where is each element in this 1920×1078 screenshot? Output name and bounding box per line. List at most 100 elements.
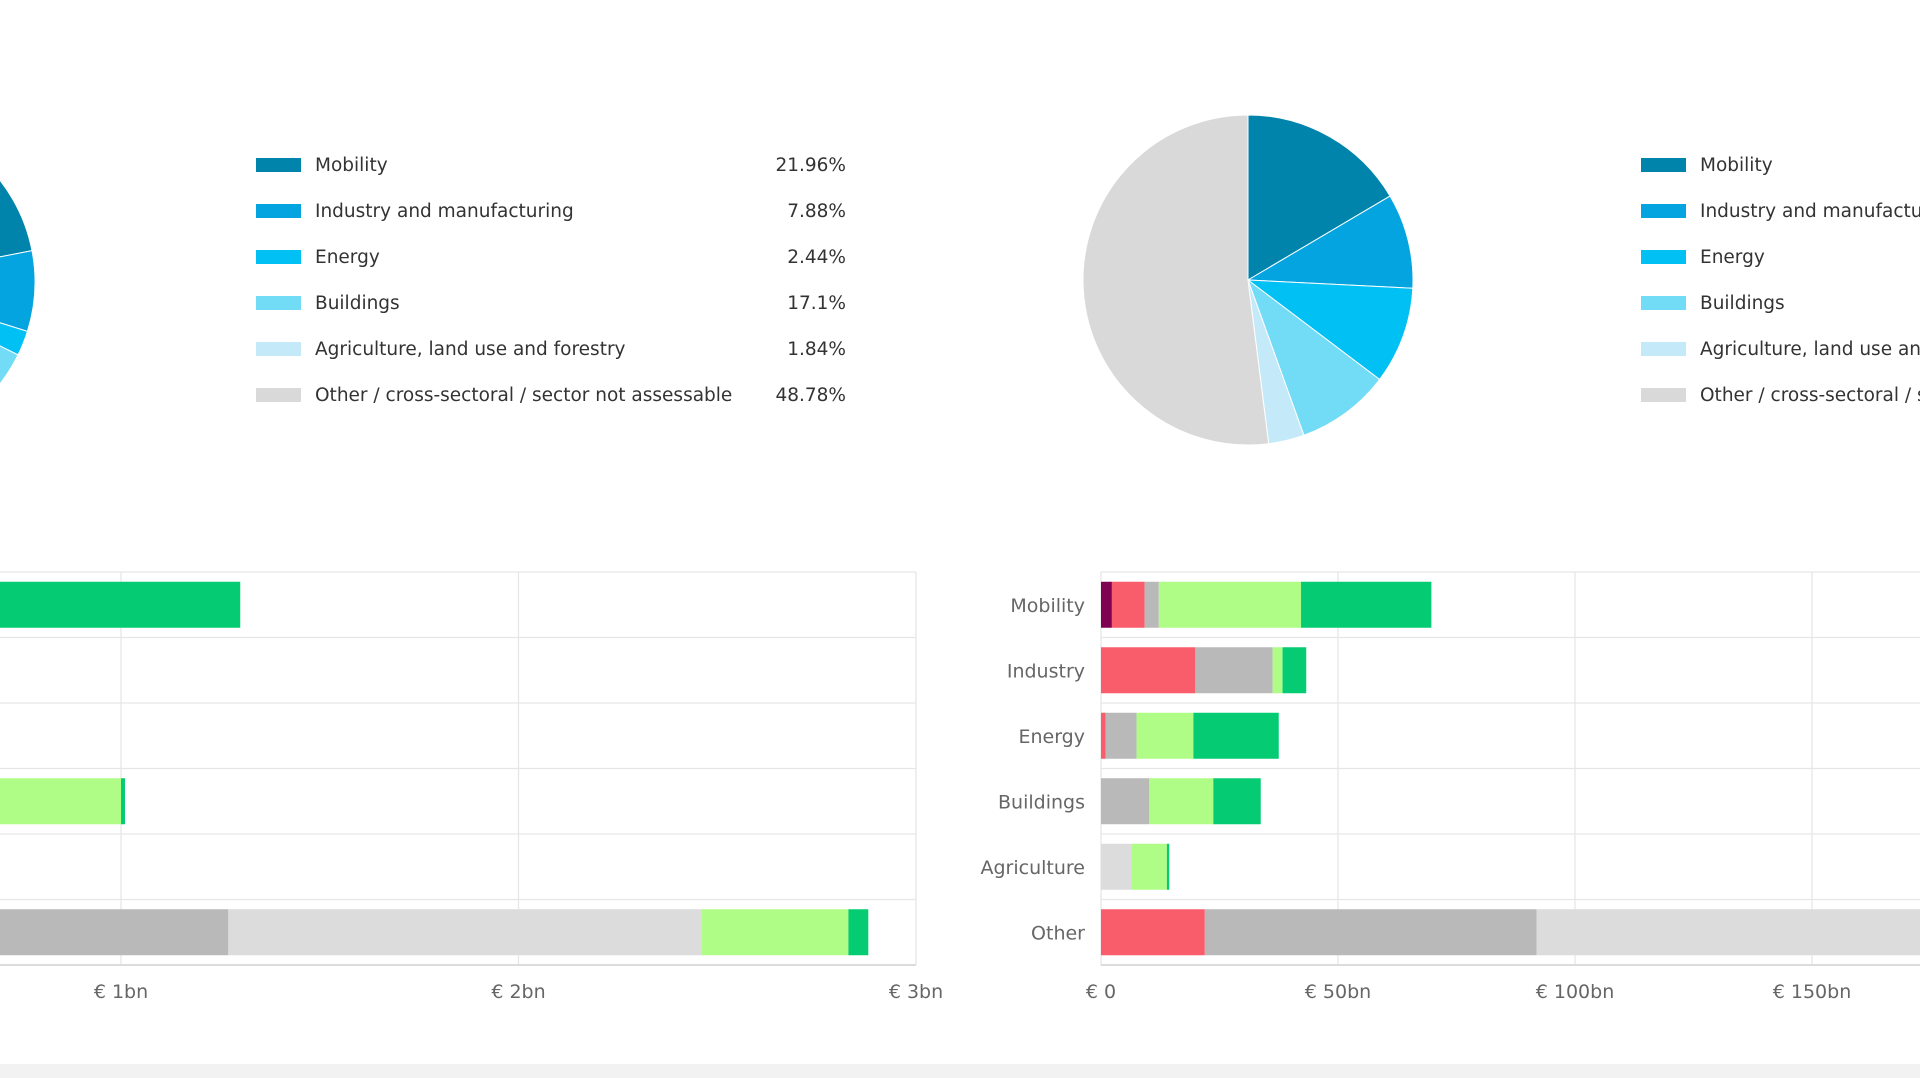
bars	[0, 581, 869, 956]
legend-item-industry-and-manufacturing[interactable]: Industry and manufacturing	[1641, 201, 1920, 222]
bar-chart-right: Mobility Industry Energy Buildings Agricultu…	[981, 571, 1920, 1003]
category-label-industry: Industry	[1007, 660, 1085, 682]
legend-swatch	[256, 388, 301, 402]
bar-segment-agriculture-5[interactable]	[1166, 843, 1170, 890]
legend-label: Energy	[1700, 247, 1765, 268]
pie-chart-right	[1082, 114, 1414, 446]
x-tick-label: € 0	[1086, 981, 1116, 1003]
legend-value: 1.84%	[787, 339, 846, 360]
category-label-other: Other	[1031, 922, 1085, 944]
legend-label: Mobility	[1700, 155, 1773, 176]
bar-segment-energy-5[interactable]	[1193, 712, 1279, 759]
legend-swatch	[1641, 204, 1686, 218]
legend-label: Agriculture, land use and forestry	[1700, 339, 1920, 360]
legend-item-other-cross-sectoral-sector-not-assessable[interactable]: Other / cross-sectoral / sector not asse…	[256, 385, 846, 406]
legend-right: Mobility Industry and manufacturing Energy…	[1641, 155, 1920, 406]
bar-segment-other-2[interactable]	[1204, 909, 1537, 956]
legend-item-industry-and-manufacturing[interactable]: Industry and manufacturing 7.88%	[256, 201, 846, 222]
legend-swatch	[1641, 296, 1686, 310]
bar-segment-mobility-5[interactable]	[1301, 581, 1432, 628]
bar-segment-buildings-4[interactable]	[1149, 778, 1214, 825]
x-tick-label: € 150bn	[1773, 981, 1852, 1003]
legend-item-buildings[interactable]: Buildings	[1641, 293, 1785, 314]
bar-segment-other-1[interactable]	[1101, 909, 1205, 956]
bar-segment-buildings-5[interactable]	[1213, 778, 1261, 825]
bar-segment-buildings-2[interactable]	[1101, 778, 1150, 825]
legend-item-agriculture-land-use-and-forestry[interactable]: Agriculture, land use and forestry 1.84%	[256, 339, 846, 360]
bar-segment-other-2[interactable]	[0, 909, 229, 956]
bars	[1101, 581, 1920, 956]
category-label-agriculture: Agriculture	[981, 857, 1086, 879]
bar-segment-energy-2[interactable]	[1105, 712, 1137, 759]
legend-label: Other / cross-sectoral / sector not asse…	[315, 385, 732, 406]
bar-segment-industry-4[interactable]	[1272, 647, 1283, 694]
legend-value: 17.1%	[787, 293, 846, 314]
legend-label: Industry and manufacturing	[315, 201, 574, 222]
legend-swatch	[256, 204, 301, 218]
bar-segment-other-5[interactable]	[848, 909, 869, 956]
legend-swatch	[256, 296, 301, 310]
category-label-energy: Energy	[1018, 726, 1085, 748]
legend-label: Industry and manufacturing	[1700, 201, 1920, 222]
bar-segment-mobility-0[interactable]	[1101, 581, 1112, 628]
legend-value: 48.78%	[775, 385, 846, 406]
bar-segment-industry-2[interactable]	[1195, 647, 1273, 694]
gridlines	[0, 571, 917, 966]
gridlines	[1100, 571, 1920, 966]
x-tick-label: € 50bn	[1305, 981, 1371, 1003]
x-tick-label: € 2bn	[491, 981, 545, 1003]
legend-value: 2.44%	[787, 247, 846, 268]
pie-slice-buildings[interactable]	[0, 282, 19, 447]
legend-label: Agriculture, land use and forestry	[315, 339, 626, 360]
bar-segment-mobility-2[interactable]	[1144, 581, 1159, 628]
pie-slice-industry-and-manufacturing[interactable]	[0, 250, 36, 333]
bar-segment-energy-4[interactable]	[1136, 712, 1194, 759]
legend-item-mobility[interactable]: Mobility	[1641, 155, 1773, 176]
category-label-mobility: Mobility	[1010, 595, 1085, 617]
legend-swatch	[256, 342, 301, 356]
bar-segment-other-4[interactable]	[701, 909, 849, 956]
legend-item-agriculture-land-use-and-forestry[interactable]: Agriculture, land use and forestry	[1641, 339, 1920, 360]
bar-segment-industry-1[interactable]	[1101, 647, 1196, 694]
legend-item-energy[interactable]: Energy 2.44%	[256, 247, 846, 268]
page-footer-strip	[0, 1064, 1920, 1078]
bar-segment-other-3[interactable]	[228, 909, 702, 956]
bar-segment-mobility-4[interactable]	[1158, 581, 1302, 628]
x-tick-label: € 100bn	[1536, 981, 1615, 1003]
legend-item-energy[interactable]: Energy	[1641, 247, 1765, 268]
bar-segment-buildings-5[interactable]	[121, 778, 125, 825]
pie-slice-energy[interactable]	[1246, 279, 1414, 381]
legend-value: 7.88%	[787, 201, 846, 222]
bar-chart-left: € 1bn € 2bn € 3bn	[0, 571, 943, 1003]
legend-swatch	[1641, 342, 1686, 356]
bar-segment-energy-1[interactable]	[1101, 712, 1106, 759]
x-tick-label: € 1bn	[94, 981, 148, 1003]
bar-segment-agriculture-3[interactable]	[1101, 843, 1132, 890]
bar-segment-buildings-4[interactable]	[0, 778, 121, 825]
pie-slice-buildings[interactable]	[1246, 278, 1381, 436]
legend-swatch	[1641, 158, 1686, 172]
category-label-buildings: Buildings	[998, 791, 1085, 813]
legend-label: Energy	[315, 247, 380, 268]
pie-slice-industry-and-manufacturing[interactable]	[1246, 195, 1414, 289]
bar-segment-mobility-1[interactable]	[1111, 581, 1145, 628]
legend-swatch	[1641, 250, 1686, 264]
legend-left: Mobility 21.96% Industry and manufacturing…	[256, 155, 846, 406]
pie-slice-other-cross-sectoral-sector-not-assessable[interactable]	[1082, 114, 1270, 446]
legend-label: Mobility	[315, 155, 388, 176]
legend-item-other-cross-sectoral-sector-not-assessable[interactable]: Other / cross-sectoral / sector not asse…	[1641, 385, 1920, 406]
legend-swatch	[256, 158, 301, 172]
pie-chart-left	[0, 117, 36, 447]
pie-slice-mobility[interactable]	[1247, 114, 1391, 281]
bar-segment-industry-5[interactable]	[1282, 647, 1307, 694]
legend-item-mobility[interactable]: Mobility 21.96%	[256, 155, 846, 176]
legend-value: 21.96%	[775, 155, 846, 176]
legend-label: Buildings	[1700, 293, 1785, 314]
legend-item-buildings[interactable]: Buildings 17.1%	[256, 293, 846, 314]
bar-segment-other-3[interactable]	[1536, 909, 1920, 956]
pie-slice-mobility[interactable]	[0, 117, 33, 282]
legend-label: Buildings	[315, 293, 400, 314]
bar-segment-agriculture-4[interactable]	[1131, 843, 1167, 890]
bar-segment-mobility-5[interactable]	[0, 581, 241, 628]
